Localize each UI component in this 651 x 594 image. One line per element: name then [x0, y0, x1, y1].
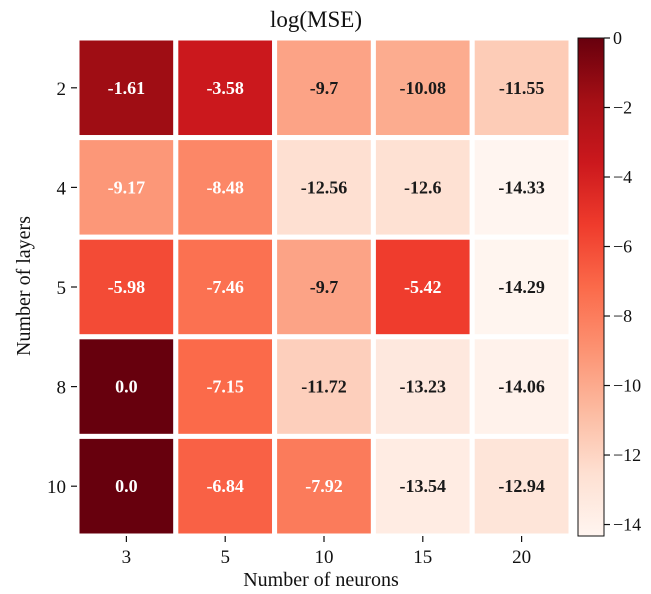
- cell-value-label: -7.46: [206, 277, 244, 297]
- y-tick-label: 8: [57, 378, 67, 399]
- cell-value-label: -1.61: [108, 78, 146, 98]
- colorbar-tick-label: −2: [613, 98, 632, 118]
- cell-value-label: -11.72: [301, 377, 347, 397]
- colorbar-tick-label: −14: [613, 515, 641, 535]
- cell-value-label: -3.58: [206, 78, 244, 98]
- cell-value-label: 0.0: [115, 476, 138, 496]
- x-tick-label: 10: [315, 547, 334, 568]
- x-axis-ticks: 3 5 10 15 20: [122, 536, 531, 568]
- colorbar-tick-label: −10: [613, 376, 641, 396]
- cell-value-label: 0.0: [115, 377, 138, 397]
- cell-value-label: -13.54: [400, 476, 447, 496]
- heatmap-cell: [272, 135, 376, 240]
- x-axis-label: Number of neurons: [243, 569, 399, 591]
- cell-value-label: -10.08: [400, 78, 447, 98]
- heatmap-cells: -1.61 -3.58 -9.7 -10.08 -11.55 -9.17 -8.48 -12.…: [74, 35, 574, 539]
- cell-value-label: -11.55: [499, 78, 545, 98]
- heatmap-cell: [469, 334, 574, 439]
- heatmap-cell: [370, 334, 475, 439]
- x-tick-label: 15: [413, 547, 432, 568]
- cell-value-label: -9.7: [310, 78, 339, 98]
- cell-value-label: -8.48: [206, 177, 244, 197]
- x-tick-label: 3: [122, 547, 132, 568]
- cell-value-label: -12.6: [404, 177, 442, 197]
- y-tick-label: 5: [57, 278, 67, 299]
- x-tick-label: 20: [512, 547, 531, 568]
- cell-value-label: -14.29: [498, 277, 545, 297]
- y-tick-label: 2: [57, 79, 67, 100]
- y-tick-label: 4: [57, 178, 67, 199]
- heatmap-cell: [469, 135, 574, 240]
- cell-value-label: -13.23: [400, 377, 447, 397]
- cell-value-label: -12.94: [498, 476, 545, 496]
- cell-value-label: -14.33: [498, 177, 545, 197]
- colorbar-tick-label: 0: [613, 28, 622, 48]
- cell-value-label: -9.17: [108, 177, 146, 197]
- cell-value-label: -14.06: [498, 377, 545, 397]
- cell-value-label: -7.92: [305, 476, 343, 496]
- y-tick-label: 10: [47, 477, 66, 498]
- cell-value-label: -7.15: [206, 377, 244, 397]
- cell-value-label: -5.98: [108, 277, 146, 297]
- y-axis-ticks: 2 4 5 8 10: [47, 79, 77, 498]
- x-tick-label: 5: [220, 547, 230, 568]
- cell-value-label: -6.84: [206, 476, 244, 496]
- y-axis-label: Number of layers: [13, 216, 35, 356]
- cell-value-label: -12.56: [301, 177, 348, 197]
- colorbar-tick-label: −8: [613, 306, 632, 326]
- colorbar-tick-label: −4: [613, 167, 632, 187]
- colorbar-tick-label: −6: [613, 237, 632, 257]
- colorbar: 0 −2 −4 −6 −8 −10 −12 −14: [577, 28, 641, 537]
- cell-value-label: -5.42: [404, 277, 442, 297]
- heatmap-cell: [173, 334, 278, 439]
- chart-title: log(MSE): [270, 7, 362, 32]
- colorbar-tick-label: −12: [613, 445, 641, 465]
- heatmap-cell: [272, 433, 376, 539]
- colorbar-gradient: [577, 37, 605, 537]
- cell-value-label: -9.7: [310, 277, 339, 297]
